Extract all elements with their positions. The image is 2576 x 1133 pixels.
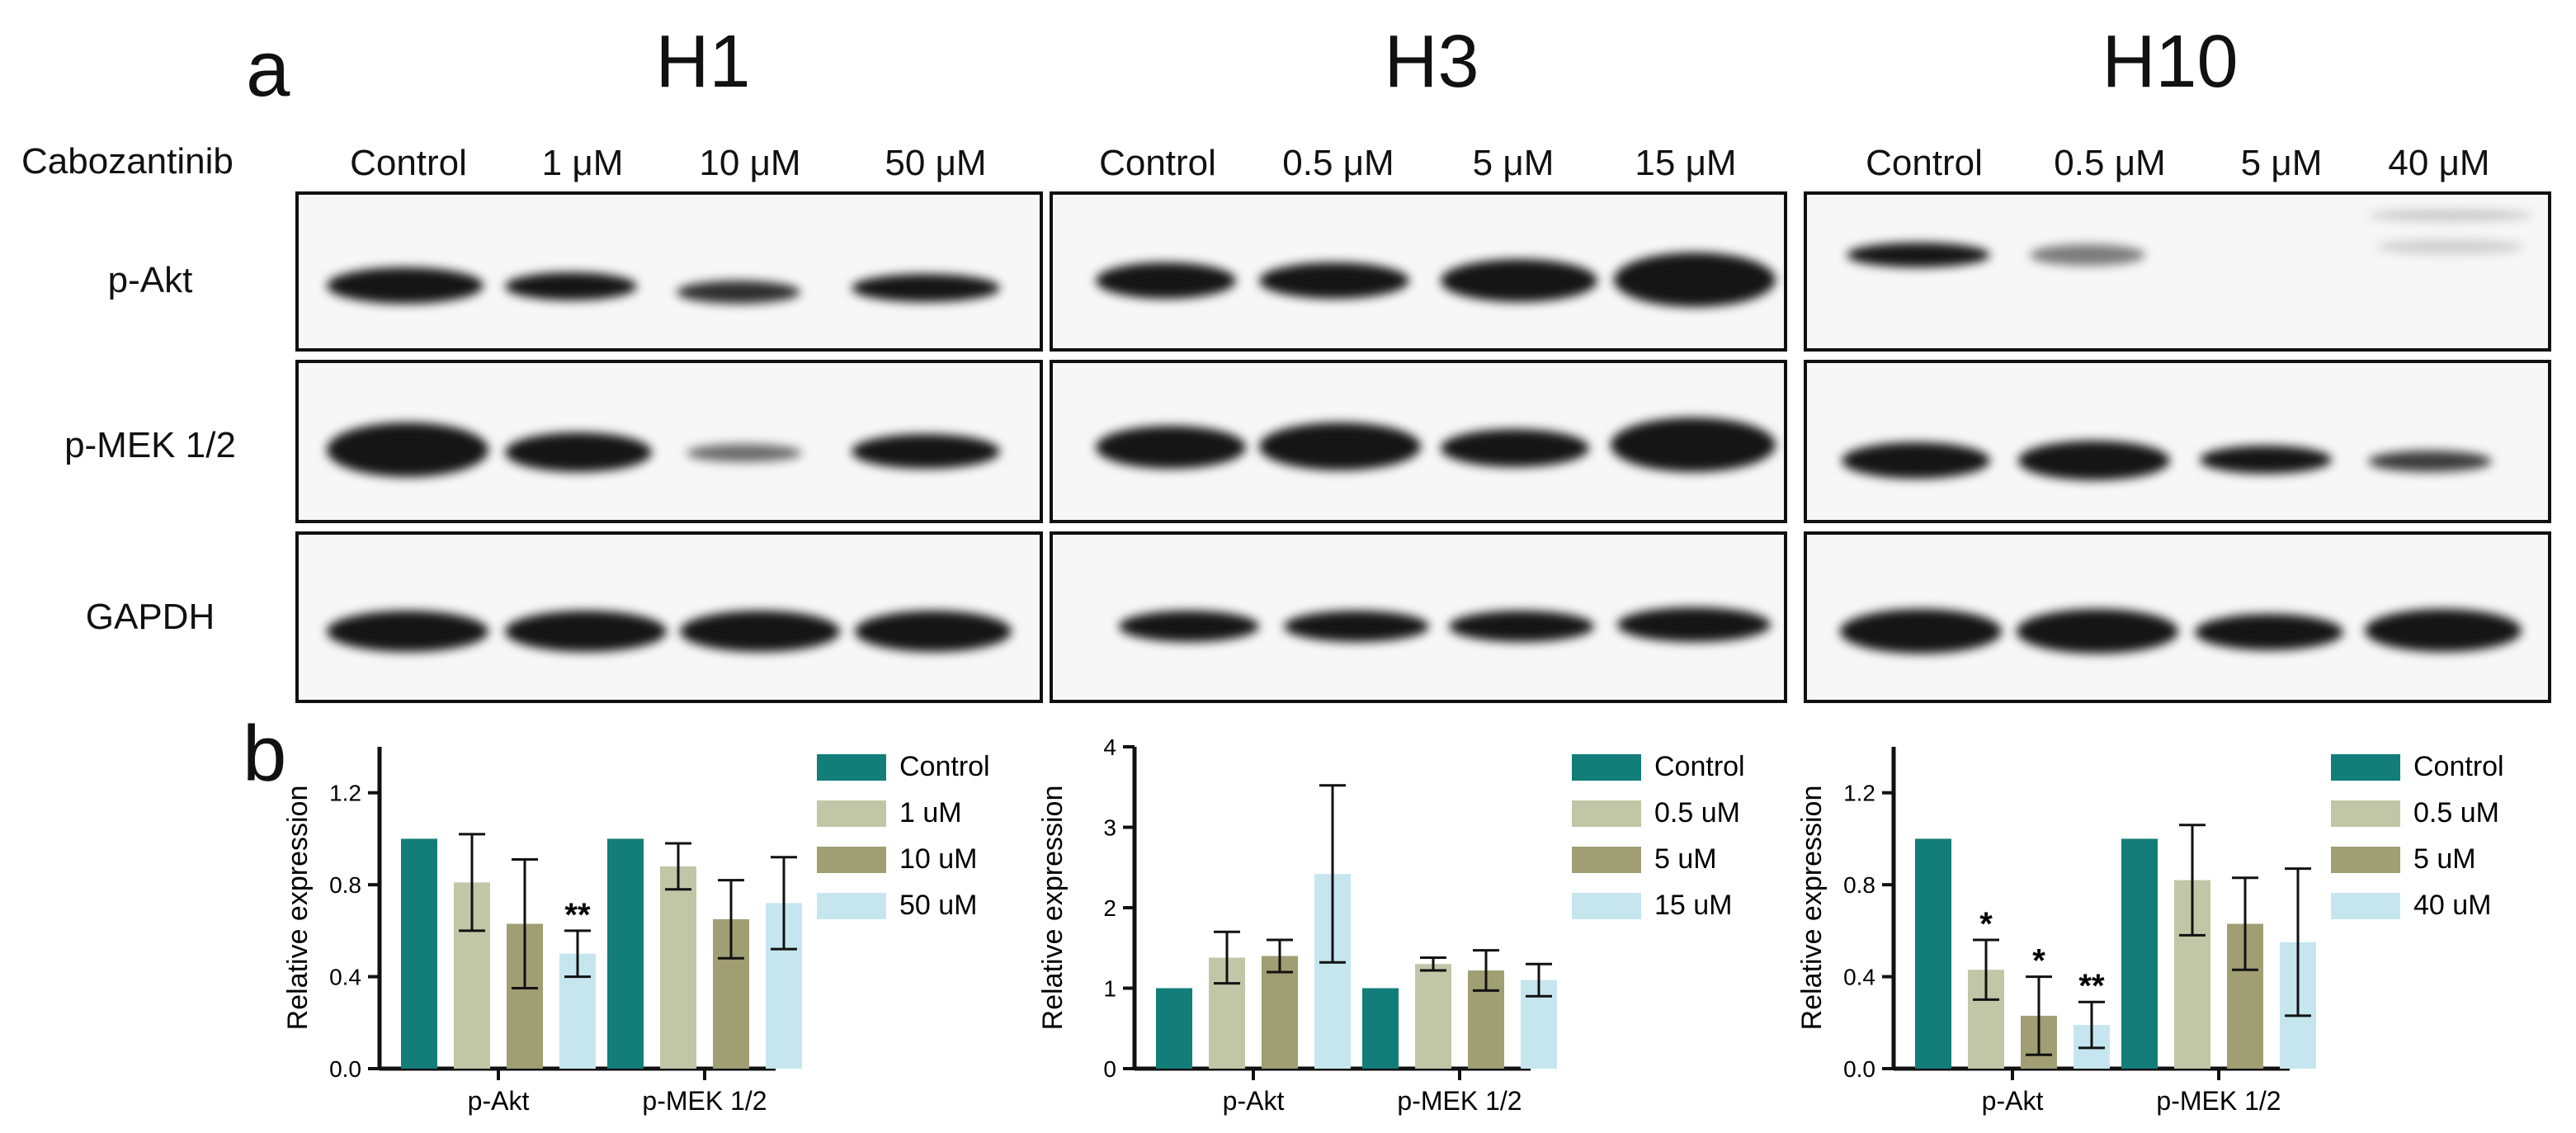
panel-label-b: b [243, 710, 287, 798]
legend-label: 5 uM [1654, 843, 1717, 875]
bar-chart-h3: Relative expression 0 1 2 3 4 p-Akt p-MEK 1/2 Co… [1037, 734, 1745, 1116]
legend-label: 0.5 uM [1654, 797, 1740, 829]
blot-h3-gapdh [1050, 531, 1787, 703]
conc-label: 50 μM [885, 143, 987, 183]
significance-mark: * [2032, 943, 2045, 980]
blot-h3-p-mek [1050, 360, 1787, 523]
legend-swatch [2331, 754, 2400, 781]
legend-label: 15 uM [1654, 890, 1733, 921]
blot-h10-p-mek [1804, 360, 2551, 523]
blot-h3-p-akt [1050, 191, 1787, 352]
legend-swatch [817, 847, 886, 873]
legend-swatch [817, 754, 886, 781]
y-tick-label: 0.8 [1843, 872, 1875, 898]
blot-h1-gapdh [295, 531, 1043, 703]
row-label-gapdh: GAPDH [85, 597, 215, 637]
bar [2121, 838, 2158, 1069]
y-tick-label: 4 [1103, 734, 1116, 760]
x-tick-label: p-Akt [1982, 1086, 2044, 1116]
conc-label: 0.5 μM [2054, 143, 2166, 183]
y-tick-label: 1.2 [329, 781, 361, 806]
conc-label: 10 μM [699, 143, 801, 183]
legend-label: 1 uM [899, 797, 962, 829]
y-tick-label: 0.4 [1843, 965, 1875, 990]
y-tick-label: 0.4 [329, 965, 361, 990]
conc-label: 1 μM [541, 143, 624, 183]
bar [1362, 988, 1399, 1069]
y-tick-label: 0.0 [1843, 1056, 1875, 1082]
y-tick-label: 3 [1103, 815, 1116, 841]
significance-mark: ** [2078, 968, 2105, 1004]
blot-h1-p-mek [295, 360, 1043, 523]
row-label-p-akt: p-Akt [107, 260, 193, 300]
y-tick-label: 0.8 [329, 872, 361, 898]
bar-chart-h10: Relative expression0.00.40.81.2****p-Akt… [1796, 747, 2504, 1116]
x-tick-label: p-MEK 1/2 [642, 1086, 767, 1116]
x-tick-label: p-Akt [1223, 1086, 1285, 1116]
legend-swatch [2331, 800, 2400, 827]
group-title-h1: H1 [655, 21, 751, 103]
y-axis-label: Relative expression [282, 786, 314, 1031]
y-tick-label: 0.0 [329, 1056, 361, 1082]
panel-label-a: a [246, 25, 290, 113]
legend-label: Control [2413, 751, 2504, 782]
bar [1156, 988, 1192, 1069]
bar [660, 866, 696, 1069]
y-tick-label: 2 [1103, 895, 1116, 921]
x-tick-label: p-MEK 1/2 [1397, 1086, 1522, 1116]
legend-swatch [1572, 893, 1641, 919]
legend-swatch [1572, 847, 1641, 873]
legend-label: 40 uM [2413, 890, 2492, 921]
legend-label: Control [1654, 751, 1745, 782]
conc-label: 40 μM [2388, 143, 2490, 183]
y-tick-label: 0 [1103, 1056, 1116, 1082]
bar [401, 838, 437, 1069]
bar [1262, 956, 1298, 1069]
y-tick-label: 1 [1103, 976, 1116, 1002]
bar [607, 838, 644, 1069]
legend-swatch [817, 800, 886, 827]
group-title-h10: H10 [2102, 21, 2239, 103]
y-tick-label: 1.2 [1843, 781, 1875, 806]
y-axis-label: Relative expression [1796, 786, 1828, 1031]
bar [1415, 964, 1451, 1069]
legend-label: Control [899, 751, 990, 782]
bar [1915, 838, 1951, 1069]
y-axis-label: Relative expression [1037, 786, 1069, 1031]
blot-h10-gapdh [1804, 531, 2551, 703]
legend-label: 0.5 uM [2413, 797, 2499, 829]
row-label-p-mek: p-MEK 1/2 [64, 425, 236, 465]
conc-label: 5 μM [2240, 143, 2323, 183]
conc-label: 0.5 μM [1282, 143, 1394, 183]
legend-swatch [2331, 893, 2400, 919]
legend-swatch [1572, 754, 1641, 781]
significance-mark: * [1979, 906, 1993, 942]
significance-mark: ** [564, 897, 591, 933]
bar-chart-h1: Relative expression 0.0 0.4 0.8 1.2 ** p-Akt p-… [282, 747, 990, 1116]
legend-label: 5 uM [2413, 843, 2476, 875]
legend-label: 10 uM [899, 843, 978, 875]
group-title-h3: H3 [1384, 21, 1479, 103]
blot-h10-p-akt [1804, 191, 2551, 352]
legend-swatch [1572, 800, 1641, 827]
legend-swatch [2331, 847, 2400, 873]
conc-label: 5 μM [1472, 143, 1555, 183]
x-tick-label: p-MEK 1/2 [2156, 1086, 2281, 1116]
blot-h1-p-akt [295, 191, 1043, 352]
conc-label: Control [350, 143, 467, 183]
conc-label: Control [1099, 143, 1216, 183]
x-tick-label: p-Akt [468, 1086, 530, 1116]
legend-label: 50 uM [899, 890, 978, 921]
conc-label: 15 μM [1635, 143, 1737, 183]
treatment-label: Cabozantinib [21, 141, 234, 182]
legend-swatch [817, 893, 886, 919]
conc-label: Control [1866, 143, 1983, 183]
